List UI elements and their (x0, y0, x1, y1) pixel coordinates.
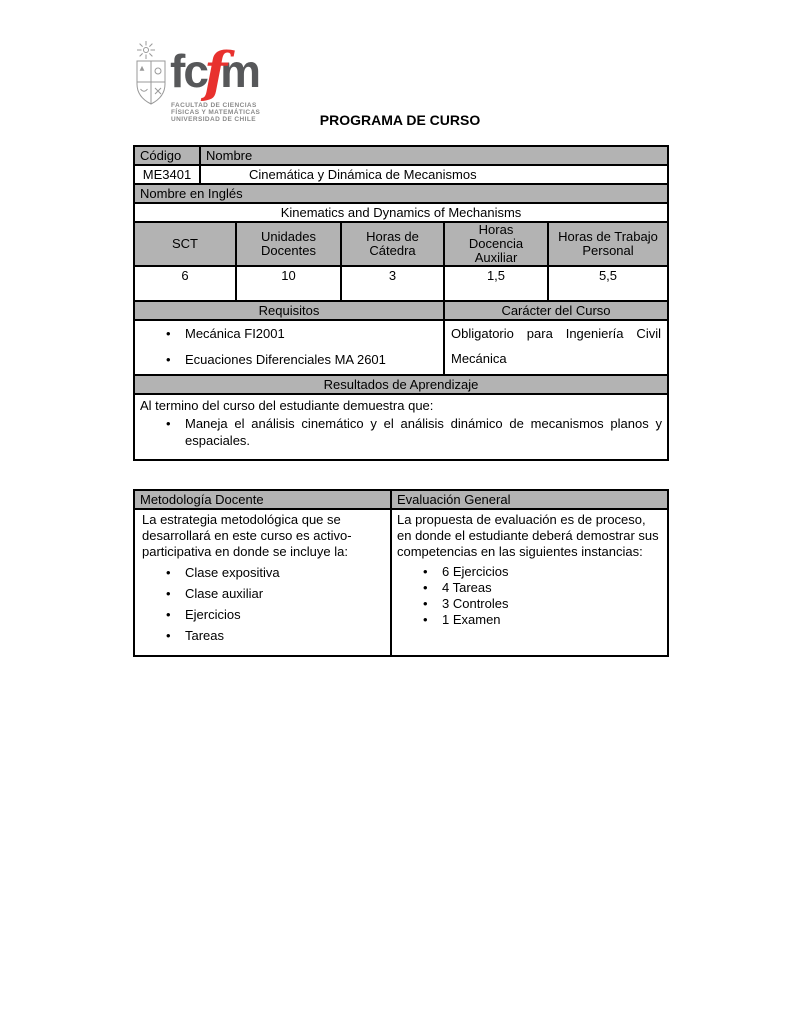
evaluacion-list: 6 Ejercicios 4 Tareas 3 Controles 1 Exam… (397, 564, 662, 628)
evaluacion-body: La propuesta de evaluación es de proceso… (390, 508, 669, 657)
metodologia-list: Clase expositiva Clase auxiliar Ejercici… (140, 564, 385, 644)
resultados-table: Resultados de Aprendizaje Al termino del… (133, 374, 669, 461)
requisitos-header: Requisitos (133, 300, 445, 321)
university-crest-icon (136, 41, 166, 105)
document-body: Código Nombre ME3401 Cinemática y Dinámi… (133, 145, 669, 657)
metodologia-item: Clase auxiliar (140, 585, 385, 602)
metodologia-item: Tareas (140, 627, 385, 644)
resultados-intro: Al termino del curso del estudiante demu… (140, 398, 434, 413)
nombre-header: Nombre (199, 145, 669, 166)
faculty-line-3: UNIVERSIDAD DE CHILE (171, 116, 256, 123)
resultados-list: Maneja el análisis cinemático y el análi… (140, 415, 662, 449)
credits-value-unidades-docentes: 10 (235, 265, 342, 302)
evaluacion-item: 3 Controles (397, 596, 662, 612)
credits-header-unidades-docentes: Unidades Docentes (235, 221, 342, 267)
faculty-line-2: FÍSICAS Y MATEMÁTICAS (171, 109, 261, 116)
metodologia-header: Metodología Docente (133, 489, 392, 510)
metodologia-item: Clase expositiva (140, 564, 385, 581)
codigo-header: Código (133, 145, 201, 166)
requisito-item: Ecuaciones Diferenciales MA 2601 (140, 351, 438, 368)
credits-value-horas-docencia-auxiliar: 1,5 (443, 265, 549, 302)
credits-header-horas-trabajo-personal: Horas de Trabajo Personal (547, 221, 669, 267)
metodologia-intro: La estrategia metodológica que se desarr… (142, 512, 352, 559)
faculty-line-1: FACULTAD DE CIENCIAS (171, 102, 257, 109)
nombre-ingles-header: Nombre en Inglés (133, 183, 669, 204)
page-title: PROGRAMA DE CURSO (319, 112, 481, 128)
credits-value-sct: 6 (133, 265, 237, 302)
metodologia-body: La estrategia metodológica que se desarr… (133, 508, 392, 657)
codigo-value: ME3401 (133, 164, 201, 185)
credits-value-horas-trabajo-personal: 5,5 (547, 265, 669, 302)
metodologia-item: Ejercicios (140, 606, 385, 623)
evaluacion-item: 4 Tareas (397, 580, 662, 596)
credits-header-horas-docencia-auxiliar: Horas Docencia Auxiliar (443, 221, 549, 267)
methodology-evaluation-table: Metodología Docente Evaluación General L… (133, 489, 669, 657)
evaluacion-header: Evaluación General (390, 489, 669, 510)
caracter-curso-header: Carácter del Curso (443, 300, 669, 321)
fcfm-wordmark: fcfm (170, 40, 261, 104)
nombre-value: Cinemática y Dinámica de Mecanismos (199, 164, 669, 185)
course-id-table: Código Nombre ME3401 Cinemática y Dinámi… (133, 145, 669, 223)
faculty-name: FACULTAD DE CIENCIAS FÍSICAS Y MATEMÁTIC… (171, 102, 260, 123)
resultados-body: Al termino del curso del estudiante demu… (133, 393, 669, 461)
university-logo: fcfm FACULTAD DE CIENCIAS FÍSICAS Y MATE… (134, 40, 264, 125)
resultado-item: Maneja el análisis cinemático y el análi… (140, 415, 662, 449)
caracter-curso-value: Obligatorio para Ingeniería Civil Mecáni… (443, 319, 669, 376)
credits-header-horas-catedra: Horas de Cátedra (340, 221, 445, 267)
credits-table: SCT Unidades Docentes Horas de Cátedra H… (133, 221, 669, 302)
evaluacion-item: 1 Examen (397, 612, 662, 628)
wordmark-fc: fc (170, 45, 209, 97)
evaluacion-item: 6 Ejercicios (397, 564, 662, 580)
requisitos-table: Requisitos Carácter del Curso Mecánica F… (133, 300, 669, 376)
requisitos-list: Mecánica FI2001 Ecuaciones Diferenciales… (140, 325, 438, 368)
wordmark-m: m (220, 45, 261, 97)
requisito-item: Mecánica FI2001 (140, 325, 438, 342)
resultados-header: Resultados de Aprendizaje (133, 374, 669, 395)
credits-value-horas-catedra: 3 (340, 265, 445, 302)
nombre-ingles-value: Kinematics and Dynamics of Mechanisms (133, 202, 669, 223)
credits-header-sct: SCT (133, 221, 237, 267)
evaluacion-intro: La propuesta de evaluación es de proceso… (397, 512, 659, 559)
requisitos-body: Mecánica FI2001 Ecuaciones Diferenciales… (133, 319, 445, 376)
